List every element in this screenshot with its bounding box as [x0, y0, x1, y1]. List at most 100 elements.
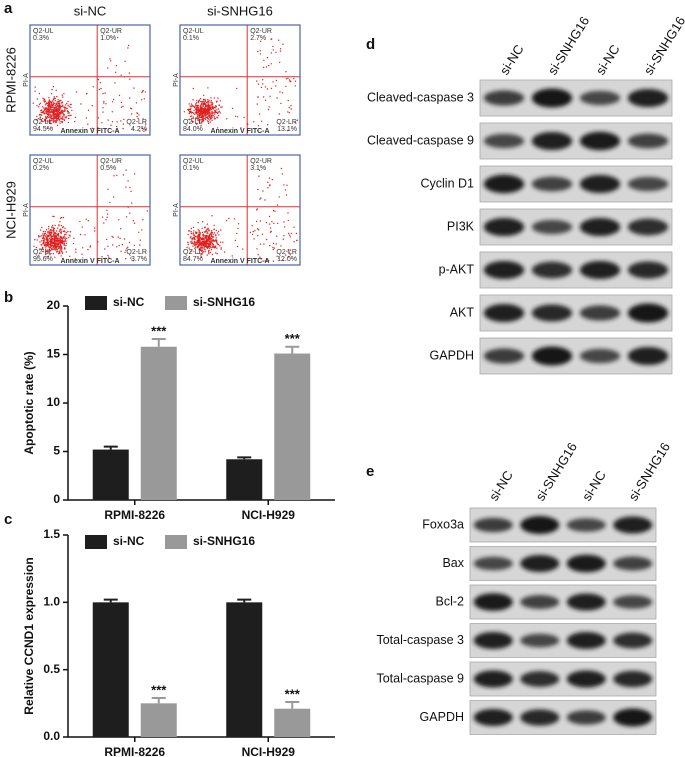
event-dot [47, 232, 49, 234]
quadrant-name: Q2-UL [33, 28, 54, 35]
event-dot [130, 190, 132, 192]
event-dot [202, 247, 204, 249]
event-dot [188, 110, 191, 113]
event-dot [51, 109, 53, 111]
event-dot [46, 116, 49, 118]
event-dot [289, 254, 291, 256]
event-dot [132, 220, 134, 222]
event-dot [275, 51, 277, 53]
event-dot [191, 117, 193, 120]
blot-band [566, 593, 606, 611]
error-bar [285, 345, 300, 354]
quadrant-name: Q2-UL [183, 158, 204, 165]
event-dot [204, 231, 206, 233]
event-dot [202, 103, 204, 105]
quadrant-name: Q2-LR [276, 119, 297, 126]
event-dot [49, 238, 52, 240]
event-dot [102, 111, 104, 113]
event-dot [217, 114, 220, 117]
event-dot [217, 117, 219, 119]
event-dot [56, 239, 59, 241]
event-dot [105, 103, 107, 105]
event-dot [221, 106, 223, 108]
event-dot [259, 220, 262, 222]
event-dot [196, 122, 198, 125]
blot-band [613, 595, 653, 609]
event-dot [289, 80, 291, 83]
event-dot [208, 246, 210, 248]
event-dot [52, 101, 54, 104]
blot-band [627, 133, 669, 149]
event-dot [91, 127, 94, 129]
event-dot [34, 239, 36, 241]
error-bar [103, 598, 118, 603]
event-dot [117, 36, 119, 39]
event-dot [288, 251, 290, 253]
event-dot [296, 119, 299, 121]
event-dot [199, 118, 201, 121]
event-dot [56, 110, 58, 113]
x-axis-label: Annexin V FITC-A [210, 258, 269, 265]
event-dot [59, 244, 62, 247]
event-dot [74, 120, 76, 123]
event-dot [41, 117, 44, 120]
event-dot [48, 116, 50, 119]
event-dot [60, 216, 63, 219]
event-dot [215, 237, 217, 239]
quadrant-percent: 3.7% [131, 256, 147, 263]
blot-band [627, 303, 669, 323]
event-dot [122, 123, 125, 125]
event-dot [47, 244, 50, 246]
event-dot [202, 120, 204, 122]
event-dot [236, 116, 239, 118]
event-dot [46, 249, 48, 251]
lane-label: si-SNHG16 [625, 440, 673, 504]
event-dot [194, 246, 197, 248]
event-dot [281, 173, 284, 175]
event-dot [193, 236, 195, 239]
event-dot [42, 230, 45, 233]
event-dot [189, 115, 192, 118]
lane-label: si-NC [579, 468, 609, 504]
event-dot [196, 106, 198, 108]
event-dot [210, 97, 212, 99]
event-dot [51, 232, 53, 234]
event-dot [64, 239, 67, 241]
event-dot [203, 240, 206, 242]
event-dot [141, 91, 143, 94]
event-dot [54, 240, 56, 242]
event-dot [257, 235, 259, 237]
event-dot [55, 102, 57, 105]
event-dot [56, 249, 58, 251]
event-dot [200, 119, 202, 121]
event-dot [62, 111, 64, 113]
event-dot [280, 102, 282, 105]
event-dot [196, 116, 198, 119]
event-dot [60, 117, 62, 120]
event-dot [206, 100, 209, 103]
event-dot [257, 125, 260, 127]
event-dot [118, 244, 120, 247]
event-dot [101, 122, 103, 124]
event-dot [55, 117, 57, 119]
event-dot [47, 114, 49, 116]
event-dot [272, 242, 275, 245]
event-dot [201, 246, 203, 248]
event-dot [52, 106, 54, 108]
event-dot [204, 117, 206, 120]
event-dot [207, 112, 209, 114]
event-dot [138, 114, 140, 116]
event-dot [58, 114, 60, 117]
event-dot [272, 45, 274, 48]
event-dot [36, 115, 38, 118]
event-dot [49, 112, 51, 114]
event-dot [196, 112, 198, 115]
blot-band [473, 631, 513, 650]
event-dot [120, 74, 122, 76]
event-dot [133, 87, 135, 89]
event-dot [54, 104, 56, 107]
event-dot [42, 111, 44, 114]
event-dot [271, 221, 273, 223]
event-dot [205, 104, 207, 107]
event-dot [54, 232, 56, 234]
